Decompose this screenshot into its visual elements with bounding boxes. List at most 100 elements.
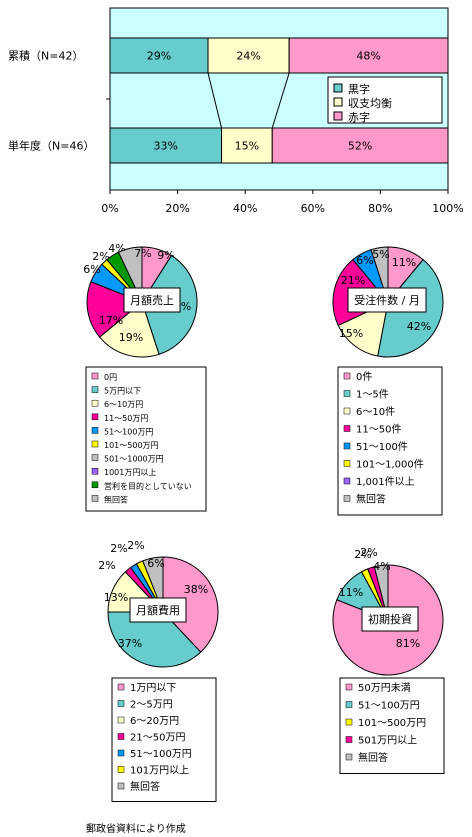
pie-data-label: 6%	[147, 557, 164, 570]
bar-data-label: 52%	[348, 140, 372, 153]
x-tick-label: 100%	[432, 202, 463, 215]
pie-data-label: 37%	[118, 637, 142, 650]
legend-entry: 無回答	[356, 493, 386, 506]
legend-entry: 収支均衡	[348, 97, 392, 110]
legend-entry: 101〜1,000件	[356, 459, 424, 471]
bar-data-label: 24%	[236, 50, 260, 63]
bar-segment	[271, 127, 449, 164]
legend-swatch	[91, 372, 99, 380]
legend-swatch	[91, 495, 99, 502]
legend-entry: 無回答	[358, 751, 388, 764]
source-note: 郵政省資料により作成	[86, 824, 186, 835]
pie-data-label: 2%	[360, 546, 377, 559]
pie-title-box	[361, 606, 419, 632]
bar-data-label: 29%	[147, 50, 171, 63]
pie-title-box	[347, 287, 427, 313]
legend-entry: 6〜10万円	[104, 400, 143, 409]
pie-slice	[107, 611, 202, 668]
series-connector	[207, 72, 223, 129]
legend-entry: 11〜50件	[356, 424, 401, 436]
legend-swatch	[343, 460, 351, 467]
pie-slice	[337, 301, 389, 357]
legend-entry: 0円	[104, 373, 117, 382]
pie-data-label: 21%	[341, 274, 365, 287]
legend-swatch	[117, 766, 125, 773]
legend-entry: 101万円以上	[130, 765, 189, 777]
legend-swatch	[343, 495, 351, 502]
legend-swatch	[345, 683, 353, 691]
legend-entry: 5万円以下	[104, 387, 141, 396]
legend-swatch	[343, 390, 351, 397]
bar-data-label: 15%	[235, 140, 259, 153]
legend-entry: 6〜10件	[356, 406, 395, 418]
pie-slice	[162, 556, 219, 653]
legend-entry: 501万円以上	[358, 735, 417, 747]
pie-data-label: 7%	[134, 247, 151, 260]
legend-swatch	[343, 407, 351, 415]
bar-segment	[207, 37, 290, 74]
legend-swatch	[117, 716, 125, 724]
pie-data-label: 2%	[127, 539, 144, 552]
pie-data-label: 4%	[373, 560, 390, 573]
legend-swatch	[345, 701, 353, 708]
pie-data-label: 11%	[392, 256, 416, 269]
legend-swatch	[91, 481, 99, 489]
legend-entry: 黒字	[348, 82, 370, 96]
legend-entry: 無回答	[104, 494, 128, 504]
legend-swatch	[117, 749, 125, 757]
pie-title: 受注件数 / 月	[354, 293, 420, 307]
pie-data-label: 19%	[119, 331, 143, 344]
pie-data-label: 13%	[104, 591, 128, 604]
legend-swatch	[91, 467, 99, 475]
legend-entry: 6〜20万円	[130, 716, 179, 727]
legend-swatch	[343, 442, 351, 450]
pie-data-label: 15%	[339, 327, 363, 340]
x-tick-label: 40%	[233, 202, 257, 215]
pie-data-label: 38%	[184, 583, 208, 596]
pie-data-label: 2%	[354, 548, 371, 561]
legend-entry: 50万円未満	[358, 682, 411, 694]
pie-data-label: 81%	[396, 637, 420, 650]
legend-swatch	[91, 427, 99, 434]
legend-swatch	[345, 753, 353, 761]
legend-entry: 1001万円以上	[104, 468, 156, 477]
legend-swatch	[91, 454, 99, 461]
bar-segment	[288, 37, 449, 74]
legend-entry: 51〜100件	[356, 441, 408, 453]
pie-slice	[98, 301, 160, 358]
pie-title: 月額費用	[136, 603, 180, 617]
series-connector	[271, 72, 290, 129]
legend-swatch	[117, 733, 125, 740]
pie-legend	[111, 677, 217, 802]
legend-entry: 501〜1000万円	[104, 455, 164, 464]
bar-legend	[327, 76, 443, 124]
bar-segment	[109, 37, 209, 74]
legend-swatch	[343, 372, 351, 380]
legend-swatch	[333, 83, 343, 93]
legend-entry: 1,001件以上	[356, 476, 415, 488]
pie-data-label: 5%	[372, 248, 389, 261]
legend-entry: 無回答	[130, 780, 160, 793]
legend-swatch	[117, 683, 125, 691]
legend-swatch	[117, 700, 125, 707]
legend-entry: 1〜5件	[356, 389, 389, 401]
legend-swatch	[343, 425, 351, 432]
legend-swatch	[91, 440, 99, 448]
legend-swatch	[91, 386, 99, 393]
pie-data-label: 11%	[339, 586, 363, 599]
legend-entry: 11〜50万円	[104, 414, 148, 423]
legend-swatch	[333, 111, 343, 121]
pie-title: 初期投資	[368, 612, 412, 626]
x-tick-label: 20%	[165, 202, 189, 215]
pie-data-label: 42%	[407, 320, 431, 333]
bar-segment	[221, 127, 273, 164]
pie-title-box	[123, 287, 181, 313]
pie-slice	[373, 564, 389, 621]
legend-entry: 赤字	[348, 110, 370, 124]
x-tick-label: 0%	[101, 202, 118, 215]
legend-entry: 101〜500万円	[104, 441, 159, 450]
legend-entry: 2〜5万円	[130, 700, 173, 711]
legend-swatch	[333, 97, 343, 107]
pie-data-label: 2%	[110, 542, 127, 555]
